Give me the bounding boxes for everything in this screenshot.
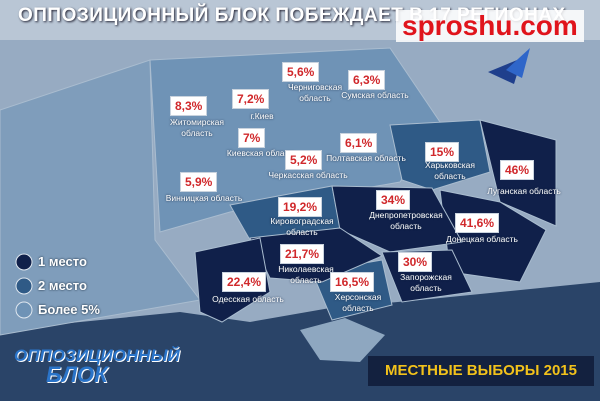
region-value: 16,5% (330, 272, 375, 292)
region-value: 22,4% (222, 272, 267, 292)
region-value: 41,6% (455, 213, 500, 233)
region-value: 5,6% (282, 62, 320, 82)
region-name: Житомирская область (170, 117, 224, 138)
watermark: sproshu.com (396, 10, 584, 42)
region-value: 5,2% (285, 150, 323, 170)
region-name: Херсонская область (334, 292, 382, 313)
legend-label: 2 место (38, 278, 87, 293)
region-name: Запорожская область (400, 272, 452, 293)
region-value: 21,7% (280, 244, 325, 264)
region-name: Харьковская область (425, 160, 475, 181)
region-name: Винницкая область (165, 193, 243, 203)
region-value: 30% (398, 252, 433, 272)
legend-label: 1 место (38, 254, 87, 269)
region-area (331, 185, 463, 253)
region-name: Сумская область (341, 90, 409, 100)
region-name: Киевская область (226, 148, 298, 158)
bird-icon (506, 48, 530, 78)
legend-swatch (15, 277, 33, 295)
region-value: 34% (376, 190, 411, 210)
region-value: 46% (500, 160, 535, 180)
region-name: Днепропетровская область (369, 210, 443, 231)
region-name: Луганская область (487, 186, 561, 196)
region-value: 15% (425, 142, 460, 162)
region-value: 8,3% (170, 96, 208, 116)
region-name: Николаевская область (278, 264, 334, 285)
region-value: 7,2% (232, 89, 270, 109)
region-area (149, 47, 441, 233)
crimea (300, 318, 385, 362)
legend-label: Более 5% (38, 302, 100, 317)
west-regions (0, 59, 201, 336)
region-name: Черниговская область (287, 82, 343, 103)
region-name: Одесская область (212, 294, 284, 304)
region-value: 6,3% (348, 70, 386, 90)
logo-text: БЛОК (46, 362, 108, 387)
region-name: Кировоградская область (270, 216, 334, 237)
region-name: Полтавская область (326, 153, 406, 163)
region-value: 6,1% (340, 133, 378, 153)
legend-swatch (15, 301, 33, 319)
region-name: г.Киев (250, 111, 274, 121)
region-name: Донецкая область (446, 234, 518, 244)
region-value: 7% (238, 128, 266, 148)
region-value: 5,9% (180, 172, 218, 192)
region-name: Черкасская область (268, 170, 348, 180)
logo-text: ОППОЗИЦИОННЫЙ (14, 346, 180, 365)
legend-swatch (15, 253, 33, 271)
footer: МЕСТНЫЕ ВЫБОРЫ 2015 (368, 356, 594, 386)
region-value: 19,2% (278, 197, 323, 217)
